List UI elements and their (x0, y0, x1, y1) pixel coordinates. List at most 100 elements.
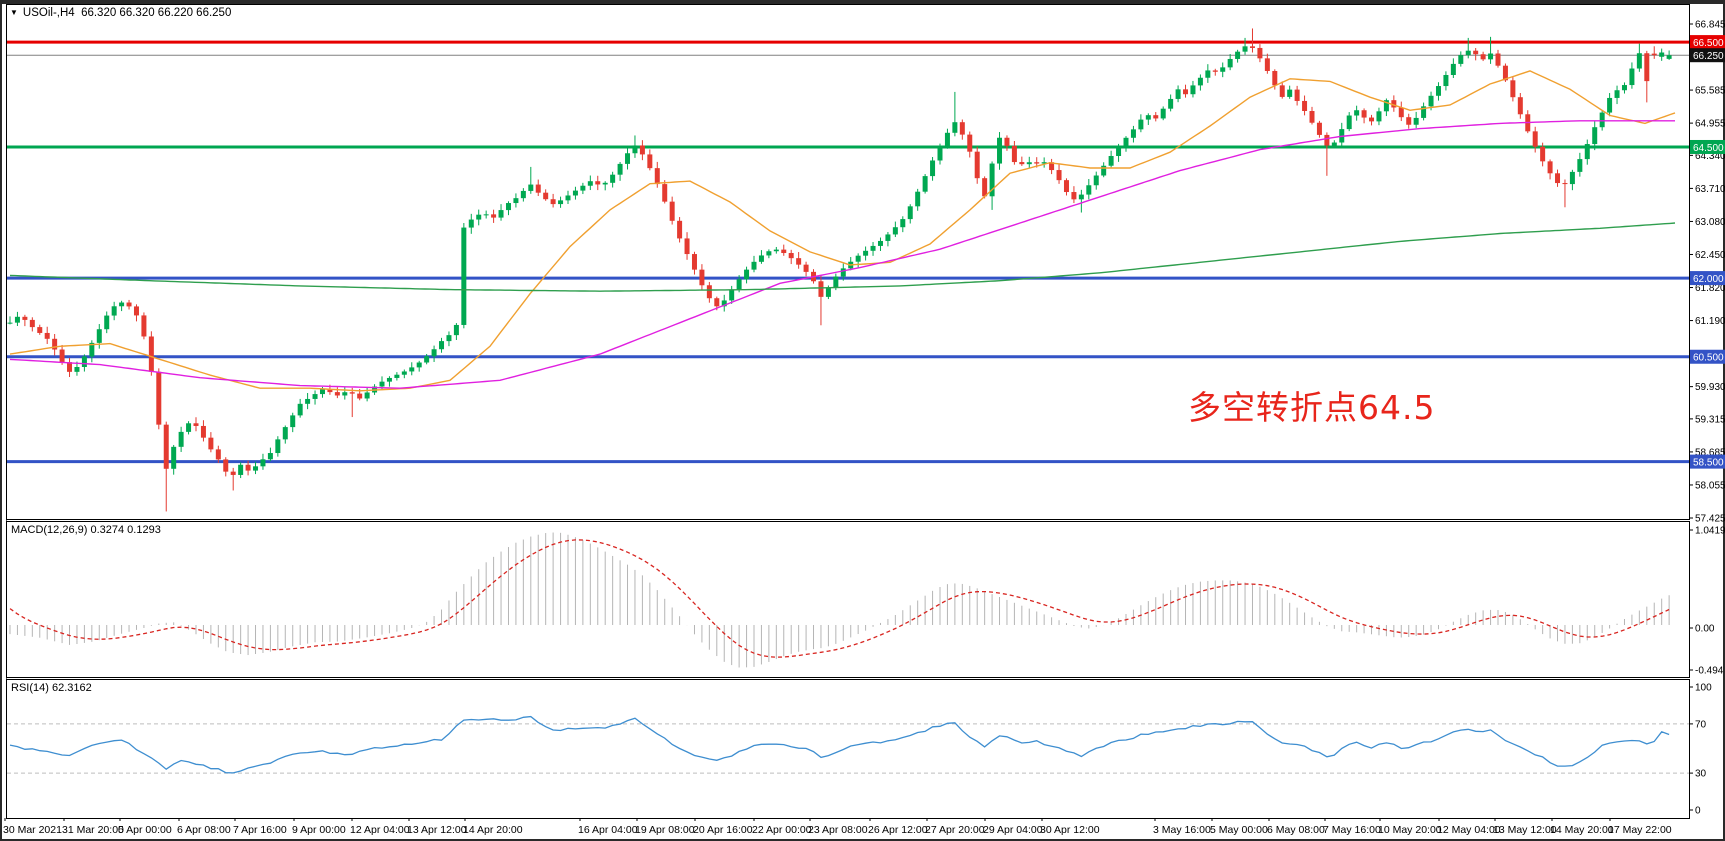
candle-body (483, 214, 489, 216)
candle-body (1614, 90, 1620, 98)
candle-body (267, 453, 273, 460)
price-axis-label: 57.425 (1695, 514, 1725, 525)
price-axis-label: 58.685 (1695, 447, 1725, 458)
candle-body (1101, 165, 1107, 176)
candle-body (1369, 117, 1375, 122)
candle-body (1331, 142, 1337, 146)
candle-body (639, 145, 645, 155)
candle-body (1562, 183, 1568, 185)
candle-body (1041, 162, 1047, 164)
candle-body (1168, 98, 1174, 109)
rsi-indicator-label: RSI(14) 62.3162 (11, 682, 92, 694)
candle-body (751, 261, 757, 270)
candle-body (424, 356, 430, 363)
candle-body (796, 258, 802, 265)
price-level-badge (1690, 139, 1725, 154)
candle-body (200, 425, 206, 438)
candle-body (297, 403, 303, 416)
price-axis-label: 65.585 (1695, 86, 1725, 97)
ma-mid-line (9, 120, 1675, 389)
candle-body (409, 367, 415, 372)
time-axis-label: 22 Apr 00:00 (752, 824, 812, 836)
candle-body (253, 466, 259, 471)
candle-body (766, 251, 772, 256)
price-annotation[interactable]: 多空转折点64.5 (1188, 388, 1436, 427)
macd-axis-label: 0.00 (1695, 624, 1715, 635)
price-level-badge (1690, 271, 1725, 286)
candle-body (714, 298, 720, 307)
price-level-badge-label: 66.500 (1693, 38, 1724, 49)
candle-body (863, 250, 869, 256)
candle-body (1510, 80, 1516, 98)
rsi-axis-label: 30 (1695, 769, 1707, 780)
candle-body (1324, 134, 1330, 146)
candle-body (1666, 55, 1672, 59)
candle-body (319, 389, 325, 395)
candle-body (565, 195, 571, 201)
candle-body (1540, 146, 1546, 162)
candle-body (491, 214, 497, 218)
candle-body (1183, 89, 1189, 95)
candle-body (1376, 111, 1382, 122)
price-axis-label: 64.340 (1695, 151, 1725, 162)
candle-body (982, 178, 988, 197)
candle-body (364, 392, 370, 399)
time-axis-label: 13 May 12:00 (1493, 824, 1557, 836)
candle-body (327, 389, 333, 393)
candle-body (1287, 89, 1293, 97)
candle-body (1517, 97, 1523, 115)
candle-body (706, 285, 712, 299)
candle-body (877, 240, 883, 246)
price-level-badge (1690, 48, 1725, 63)
candle-body (1644, 53, 1650, 82)
candle-body (788, 253, 794, 259)
candle-body (223, 459, 229, 472)
candle-body (468, 219, 474, 228)
candle-body (1443, 74, 1449, 87)
candle-body (892, 227, 898, 235)
time-axis-label: 3 May 16:00 (1153, 824, 1211, 836)
rsi-axis-label: 70 (1695, 719, 1707, 730)
symbol-dropdown-icon[interactable]: ▼ (10, 8, 18, 17)
candle-body (1569, 171, 1575, 185)
candle-body (729, 290, 735, 301)
time-axis-label: 14 May 20:00 (1550, 824, 1614, 836)
candle-body (215, 449, 221, 460)
candle-body (22, 316, 28, 320)
time-axis-label: 13 Apr 12:00 (407, 824, 467, 836)
candle-body (1026, 162, 1032, 165)
candle-body (803, 264, 809, 272)
candle-body (1532, 131, 1538, 147)
candle-body (1465, 50, 1471, 56)
macd-axis-label: 1.0419 (1695, 526, 1725, 537)
candle-body (505, 203, 511, 211)
candle-body (558, 200, 564, 205)
candle-body (7, 322, 13, 324)
candle-body (825, 287, 831, 297)
time-axis-label: 14 Apr 20:00 (463, 824, 523, 836)
candle-body (855, 255, 861, 262)
time-axis-label: 10 May 20:00 (1378, 824, 1442, 836)
candle-body (1480, 54, 1486, 60)
price-level-badge (1690, 349, 1725, 364)
time-axis-label: 9 Apr 00:00 (292, 824, 346, 836)
candle-body (1584, 144, 1590, 160)
candle-body (1547, 161, 1553, 174)
time-axis-label: 23 Apr 08:00 (808, 824, 868, 836)
candle-body (528, 184, 534, 191)
candle-body (944, 132, 950, 147)
candle-body (535, 184, 541, 193)
candle-body (1019, 162, 1025, 165)
candle-body (1116, 146, 1122, 156)
candle-body (245, 464, 251, 471)
macd-indicator-label: MACD(12,26,9) 0.3274 0.1293 (11, 524, 161, 536)
rsi-panel-frame (6, 679, 1690, 819)
ma-slow-line (9, 222, 1676, 292)
candle-body (662, 184, 668, 202)
candle-body (1421, 106, 1427, 118)
macd-signal-line (9, 539, 1670, 658)
candle-body (275, 439, 281, 454)
candle-body (1458, 55, 1464, 64)
price-axis-label: 66.845 (1695, 20, 1725, 31)
